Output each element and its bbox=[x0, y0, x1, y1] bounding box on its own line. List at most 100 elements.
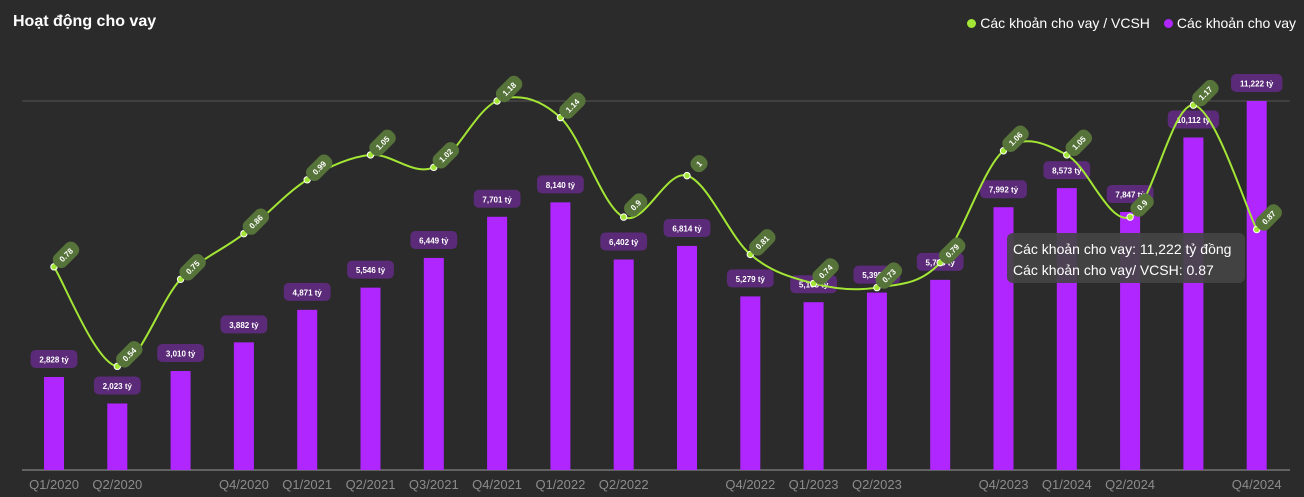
x-tick-label: Q1/2021 bbox=[282, 477, 332, 492]
x-tick-label: Q4/2020 bbox=[219, 477, 269, 492]
bar[interactable] bbox=[233, 342, 254, 470]
line-label-bg bbox=[690, 155, 708, 173]
tooltip: Các khoản cho vay: 11,222 tỷ đồng Các kh… bbox=[1007, 233, 1245, 283]
bar-data-label: 11,222 tỷ bbox=[1240, 80, 1274, 89]
x-tick-label: Q2/2023 bbox=[852, 477, 902, 492]
bar-data-label: 6,449 tỷ bbox=[419, 236, 449, 245]
line-label-bg bbox=[1065, 129, 1093, 157]
bar[interactable] bbox=[803, 302, 824, 470]
line-label-bg bbox=[432, 142, 460, 169]
line-data-label: 1 bbox=[690, 155, 708, 173]
bar[interactable] bbox=[677, 245, 697, 470]
line-label-bg bbox=[1192, 79, 1219, 107]
bar-label-bg bbox=[157, 344, 204, 363]
bar-label-bg bbox=[473, 189, 521, 208]
bar[interactable] bbox=[550, 202, 571, 470]
line-data-label: 0.75 bbox=[179, 254, 206, 281]
legend-item-loans[interactable]: Các khoản cho vay bbox=[1163, 15, 1296, 31]
line-data-label: 0.81 bbox=[749, 229, 776, 256]
bar-data-label: 6,814 tỷ bbox=[672, 224, 702, 233]
line-label-bg bbox=[305, 154, 333, 181]
line-label-bg bbox=[559, 92, 586, 119]
bar[interactable] bbox=[107, 403, 128, 470]
line-label-bg bbox=[369, 129, 396, 157]
bar-label-bg bbox=[283, 282, 331, 301]
bar-data-label: 2,023 tỷ bbox=[103, 382, 133, 391]
bar[interactable] bbox=[740, 296, 761, 470]
bar[interactable] bbox=[360, 287, 381, 470]
tooltip-line-loans: Các khoản cho vay: 11,222 tỷ đồng bbox=[1013, 241, 1232, 257]
bar-label-bg bbox=[980, 180, 1027, 199]
bar-data-label: 7,847 tỷ bbox=[1115, 190, 1145, 199]
x-tick-label: Q1/2020 bbox=[29, 477, 79, 492]
bar[interactable] bbox=[1246, 101, 1267, 470]
line-data-label: 0.9 bbox=[624, 193, 648, 217]
tooltip-line-ratio: Các khoản cho vay/ VCSH: 0.87 bbox=[1013, 262, 1214, 278]
x-tick-label: Q2/2022 bbox=[599, 477, 649, 492]
bar-data-label: 2,828 tỷ bbox=[39, 356, 69, 365]
x-tick-label: Q4/2022 bbox=[725, 477, 775, 492]
line-label-bg bbox=[1002, 125, 1029, 152]
line-label-bg bbox=[52, 241, 80, 269]
line-point[interactable] bbox=[1126, 213, 1134, 221]
bar[interactable] bbox=[170, 371, 191, 470]
bar-data-label: 7,992 tỷ bbox=[989, 186, 1019, 195]
x-tick-label: Q2/2024 bbox=[1105, 477, 1155, 492]
line-data-label: 0.73 bbox=[875, 262, 903, 289]
bar-data-label: 5,279 tỷ bbox=[736, 275, 766, 284]
line-label-bg bbox=[938, 237, 966, 264]
bar-data-label: 5,546 tỷ bbox=[356, 266, 386, 275]
line-data-label: 0.54 bbox=[116, 341, 143, 368]
line-data-label: 1.14 bbox=[559, 92, 586, 119]
bar-data-label: 3,010 tỷ bbox=[166, 350, 196, 359]
line-data-label: 0.79 bbox=[938, 237, 966, 264]
bar-data-label: 5,395 tỷ bbox=[862, 271, 892, 280]
line-data-label: 0.74 bbox=[812, 258, 839, 285]
line-data-label: 1.18 bbox=[495, 75, 523, 103]
legend-dot-ratio bbox=[967, 18, 977, 28]
bar-label-bg bbox=[537, 175, 584, 194]
bar-data-label: 8,140 tỷ bbox=[546, 181, 576, 190]
bar[interactable] bbox=[487, 216, 508, 470]
line-point[interactable] bbox=[620, 213, 628, 221]
line-point[interactable] bbox=[683, 171, 691, 180]
x-tick-label: Q3/2021 bbox=[409, 477, 459, 492]
bar-label-bg bbox=[663, 218, 711, 237]
line-label-bg bbox=[1130, 193, 1154, 217]
bar[interactable] bbox=[44, 377, 64, 470]
bar-data-label: 8,573 tỷ bbox=[1052, 167, 1082, 176]
bar-label-bg bbox=[220, 315, 268, 334]
line-data-label: 1.05 bbox=[1065, 129, 1093, 157]
bar-label-bg bbox=[410, 230, 458, 249]
line-label-text: 1 bbox=[695, 159, 705, 169]
line-data-label: 1.02 bbox=[432, 142, 460, 169]
bar-label-bg bbox=[1231, 74, 1283, 92]
x-tick-label: Q4/2024 bbox=[1232, 477, 1282, 492]
x-tick-label: Q1/2023 bbox=[789, 477, 839, 492]
x-tick-label: Q4/2021 bbox=[472, 477, 522, 492]
bar[interactable] bbox=[1056, 188, 1077, 470]
line-data-label: 0.99 bbox=[305, 154, 333, 181]
line-label-bg bbox=[242, 208, 270, 235]
x-tick-label: Q1/2024 bbox=[1042, 477, 1092, 492]
legend-label-ratio: Các khoản cho vay / VCSH bbox=[980, 15, 1150, 31]
bar-label-bg bbox=[30, 350, 78, 369]
line-label-bg bbox=[495, 75, 523, 103]
bar-data-label: 7,701 tỷ bbox=[482, 195, 512, 204]
bar[interactable] bbox=[1183, 137, 1204, 470]
bar[interactable] bbox=[297, 309, 318, 470]
bar[interactable] bbox=[613, 259, 634, 470]
bar-label-bg bbox=[600, 232, 648, 251]
chart-title: Hoạt động cho vay bbox=[13, 13, 157, 30]
line-label-bg bbox=[812, 258, 839, 285]
bar[interactable] bbox=[423, 257, 444, 470]
line-label-bg bbox=[875, 262, 903, 289]
bar[interactable] bbox=[866, 292, 887, 470]
x-tick-label: Q2/2021 bbox=[346, 477, 396, 492]
legend-item-ratio[interactable]: Các khoản cho vay / VCSH bbox=[967, 15, 1150, 31]
line-data-label: 1.06 bbox=[1002, 125, 1029, 152]
bar[interactable] bbox=[930, 279, 951, 470]
line-label-bg bbox=[624, 193, 648, 217]
x-tick-label: Q2/2020 bbox=[92, 477, 142, 492]
